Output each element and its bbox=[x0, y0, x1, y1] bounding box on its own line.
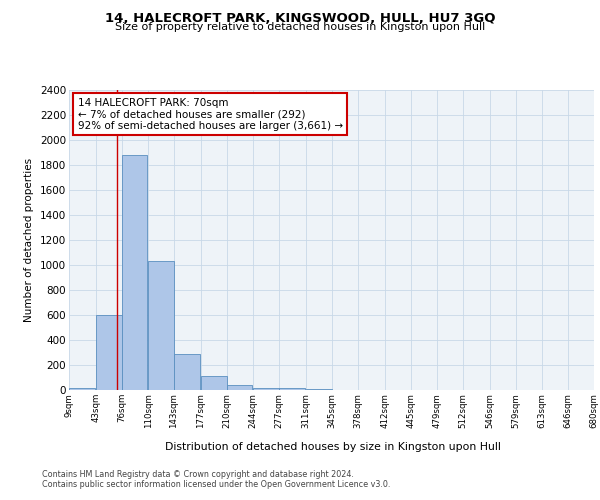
Bar bbox=[148, 261, 174, 390]
Bar bbox=[253, 388, 279, 390]
Bar bbox=[279, 388, 305, 390]
Text: Contains HM Land Registry data © Crown copyright and database right 2024.: Contains HM Land Registry data © Crown c… bbox=[42, 470, 354, 479]
Bar bbox=[69, 388, 95, 390]
Text: 14, HALECROFT PARK, KINGSWOOD, HULL, HU7 3GQ: 14, HALECROFT PARK, KINGSWOOD, HULL, HU7… bbox=[105, 12, 495, 26]
Text: Contains public sector information licensed under the Open Government Licence v3: Contains public sector information licen… bbox=[42, 480, 391, 489]
Text: 14 HALECROFT PARK: 70sqm
← 7% of detached houses are smaller (292)
92% of semi-d: 14 HALECROFT PARK: 70sqm ← 7% of detache… bbox=[77, 98, 343, 130]
Bar bbox=[227, 385, 253, 390]
Text: Size of property relative to detached houses in Kingston upon Hull: Size of property relative to detached ho… bbox=[115, 22, 485, 32]
Bar bbox=[200, 376, 227, 390]
Text: Distribution of detached houses by size in Kingston upon Hull: Distribution of detached houses by size … bbox=[165, 442, 501, 452]
Bar bbox=[121, 155, 148, 390]
Bar bbox=[95, 315, 121, 390]
Bar bbox=[174, 354, 200, 390]
Y-axis label: Number of detached properties: Number of detached properties bbox=[25, 158, 34, 322]
